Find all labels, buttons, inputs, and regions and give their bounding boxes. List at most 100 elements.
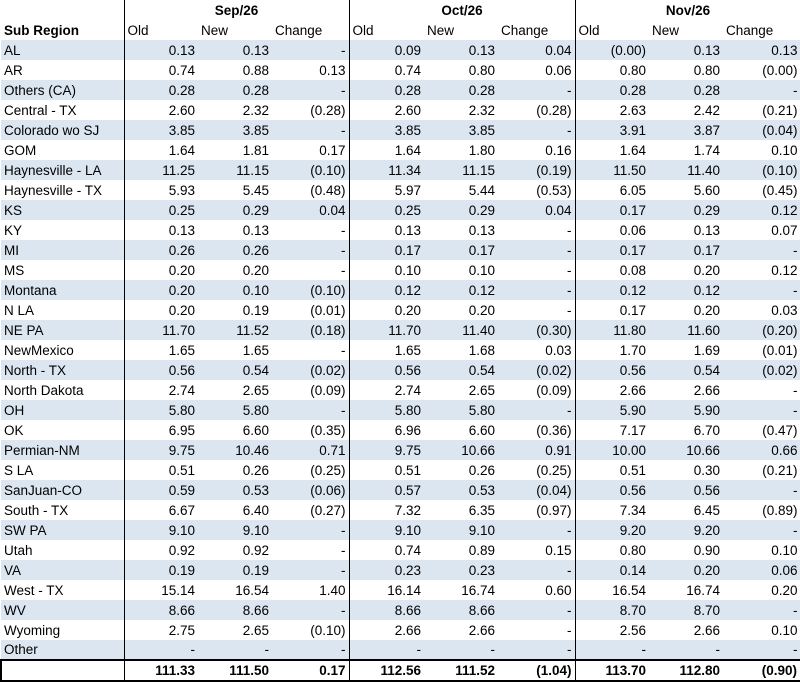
change-value-cell: 0.10 xyxy=(723,620,800,640)
new-total-cell: 112.80 xyxy=(649,659,723,682)
sub-region-name: MS xyxy=(4,262,25,278)
old-value-cell: 0.56 xyxy=(574,360,649,380)
sub-region-name: Central - TX xyxy=(4,102,77,118)
new-value-cell: 0.29 xyxy=(649,200,723,220)
old-value-cell: 2.63 xyxy=(574,100,649,120)
old-value-cell: 11.80 xyxy=(574,320,649,340)
sub-region-name: GOM xyxy=(4,142,37,158)
change-value-cell: - xyxy=(498,640,575,660)
change-value-cell: - xyxy=(272,40,349,60)
change-value-cell: - xyxy=(723,400,800,420)
change-value-cell: - xyxy=(498,560,575,580)
table-row: NE PA 11.70 11.52 (0.18) 11.70 11.40 (0.30) 11.… xyxy=(1,320,800,340)
new-value-cell: 0.19 xyxy=(198,560,272,580)
old-value-cell: 0.10 xyxy=(348,260,424,280)
old-value-cell: 3.85 xyxy=(123,120,198,140)
old-value-cell: 0.74 xyxy=(123,60,198,80)
new-value-cell: 0.13 xyxy=(693,222,720,238)
change-value-cell: - xyxy=(498,600,575,620)
change-value-cell: (0.53) xyxy=(536,182,572,198)
change-value-cell: (0.02) xyxy=(272,360,349,380)
new-value-cell: 11.15 xyxy=(198,160,272,180)
sub-region-header: Sub Region xyxy=(4,23,79,38)
new-value-cell: 0.13 xyxy=(242,222,269,238)
sub-region-name: SW PA xyxy=(1,520,124,540)
new-value-cell: 0.17 xyxy=(424,240,498,260)
change-value-cell: 0.66 xyxy=(723,440,800,460)
sub-region-name: Permian-NM xyxy=(1,440,124,460)
table-row: Other - - - - - - - - - xyxy=(1,640,800,660)
table-row: West - TX 15.14 16.54 1.40 16.14 16.74 0.60 16.… xyxy=(1,580,800,600)
change-total-cell: (1.04) xyxy=(498,659,575,682)
new-total-cell: 111.50 xyxy=(198,659,272,682)
change-value-cell: (0.10) xyxy=(272,160,349,180)
change-value-cell: (0.09) xyxy=(310,382,346,398)
old-total-cell: 112.56 xyxy=(348,659,424,682)
new-value-cell: 1.68 xyxy=(468,342,495,358)
change-value-cell: - xyxy=(723,380,800,400)
new-value-cell: 0.54 xyxy=(424,360,498,380)
change-value-cell: (0.10) xyxy=(272,280,349,300)
old-value-cell: 2.56 xyxy=(574,620,649,640)
new-value-cell: 16.74 xyxy=(686,582,720,598)
month-header-row: Sep/26 Oct/26 Nov/26 xyxy=(1,0,800,20)
new-value-cell: 2.32 xyxy=(468,102,495,118)
change-value-cell: (0.00) xyxy=(723,60,800,80)
new-value-cell: 10.66 xyxy=(424,440,498,460)
old-value-cell: 2.74 xyxy=(123,380,198,400)
new-value-cell: 6.60 xyxy=(242,422,269,438)
change-total-cell: (0.90) xyxy=(723,659,800,682)
old-value-cell: 5.93 xyxy=(123,180,198,200)
new-value-cell: 2.66 xyxy=(693,622,720,638)
new-value-cell: 0.10 xyxy=(468,262,495,278)
new-value-cell: 2.65 xyxy=(242,382,269,398)
old-value-cell: 0.51 xyxy=(574,460,649,480)
new-value-cell: 1.65 xyxy=(242,342,269,358)
change-value-cell: (0.89) xyxy=(723,500,800,520)
new-value-cell: 9.20 xyxy=(649,520,723,540)
new-value-cell: 0.53 xyxy=(198,480,272,500)
old-total-cell: 111.33 xyxy=(123,659,198,682)
new-value-cell: 6.60 xyxy=(468,422,495,438)
sub-region-name: Colorado wo SJ xyxy=(1,120,124,140)
new-value-cell: 0.28 xyxy=(424,80,498,100)
change-value-cell: 0.71 xyxy=(272,440,349,460)
table-row: Montana 0.20 0.10 (0.10) 0.12 0.12-0.12 0.12- xyxy=(1,280,800,300)
table-row: Permian-NM 9.75 10.46 0.71 9.75 10.66 0.91 10.0… xyxy=(1,440,800,460)
new-value-cell: 0.29 xyxy=(424,200,498,220)
old-value-cell: 3.91 xyxy=(574,120,649,140)
table-row: Haynesville - LA 11.25 11.15 (0.10) 11.34 11.… xyxy=(1,160,800,180)
change-value-cell: - xyxy=(341,342,346,358)
old-value-cell: 0.06 xyxy=(574,220,649,240)
table-row: AR 0.74 0.88 0.13 0.74 0.80 0.06 0.80 0.80 (0.00) xyxy=(1,60,800,80)
change-value-cell: (0.04) xyxy=(498,480,575,500)
change-value-cell: - xyxy=(272,80,349,100)
old-value-cell: 0.12 xyxy=(348,280,424,300)
change-value-cell: - xyxy=(272,240,349,260)
sub-region-name: North - TX xyxy=(1,360,124,380)
new-value-cell: 6.35 xyxy=(468,502,495,518)
old-value-cell: 9.75 xyxy=(348,440,424,460)
old-value-cell: 0.56 xyxy=(574,480,649,500)
change-value-cell: - xyxy=(272,600,349,620)
old-value-cell: 1.64 xyxy=(348,140,424,160)
new-total-cell: 111.52 xyxy=(424,659,498,682)
old-value-cell: 0.20 xyxy=(123,260,198,280)
new-value-cell: 0.88 xyxy=(242,62,269,78)
change-value-cell: - xyxy=(723,640,800,660)
old-value-cell: 6.96 xyxy=(348,420,424,440)
new-value-cell: 0.80 xyxy=(693,62,720,78)
old-value-cell: 0.56 xyxy=(123,360,198,380)
old-value-cell: 16.14 xyxy=(348,580,424,600)
old-value-cell: 8.66 xyxy=(123,600,198,620)
new-value-cell: 0.28 xyxy=(198,80,272,100)
new-value-cell: 0.20 xyxy=(693,302,720,318)
new-value-cell: 0.80 xyxy=(468,62,495,78)
new-value-cell: 11.40 xyxy=(424,320,498,340)
change-value-cell: 0.12 xyxy=(723,260,800,280)
new-value-cell: 0.26 xyxy=(468,462,495,478)
new-value-cell: 0.30 xyxy=(693,462,720,478)
new-value-cell: - xyxy=(424,640,498,660)
new-value-cell: - xyxy=(198,640,272,660)
old-value-cell: 0.12 xyxy=(574,280,649,300)
